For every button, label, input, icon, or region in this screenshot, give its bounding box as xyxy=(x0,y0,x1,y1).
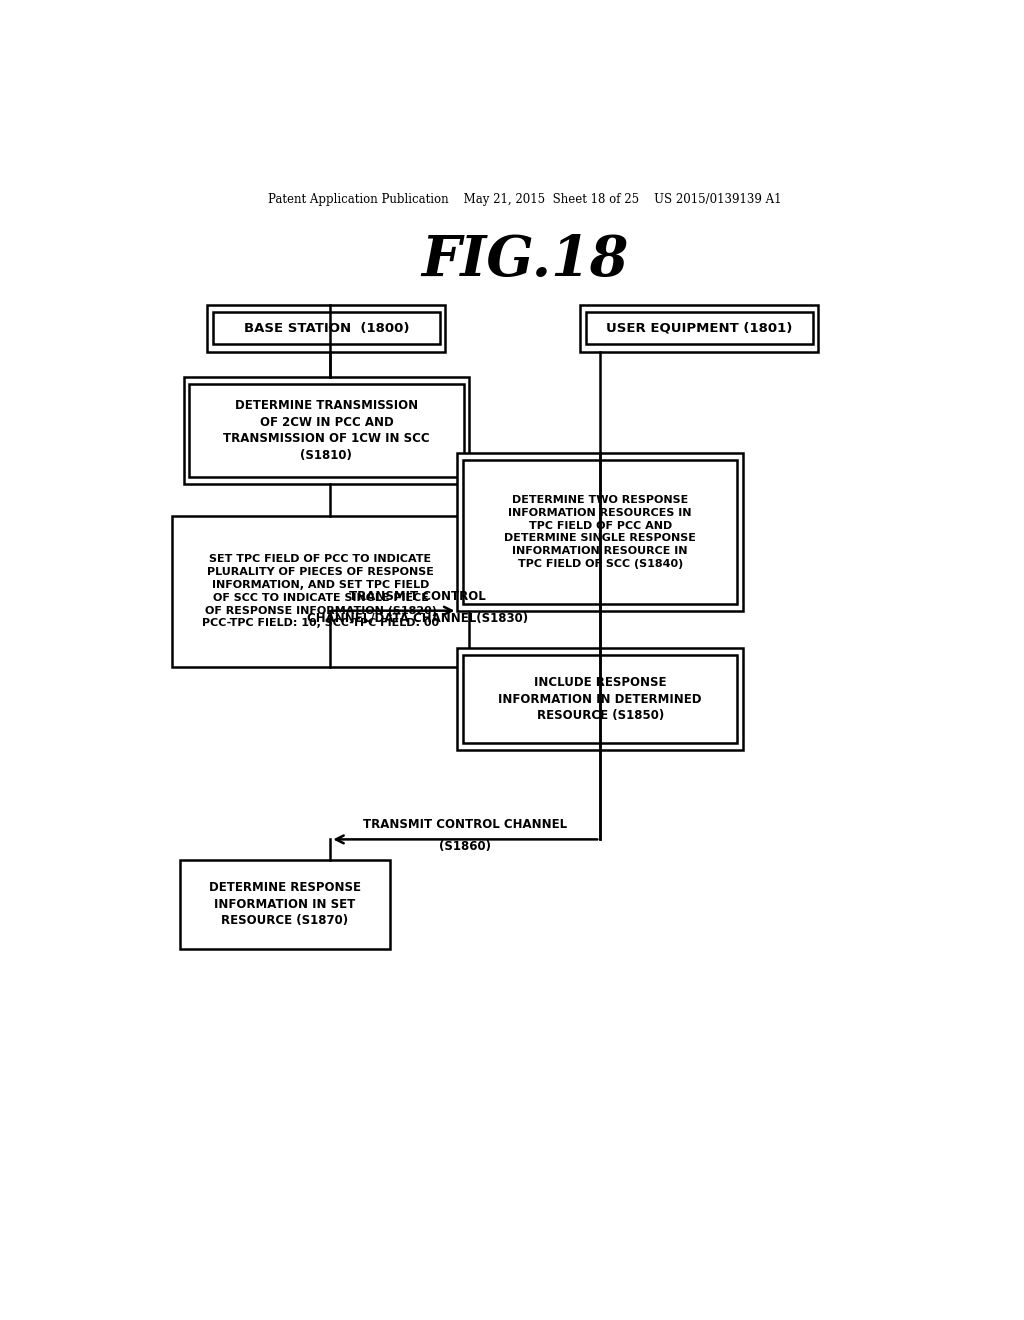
Text: INCLUDE RESPONSE
INFORMATION IN DETERMINED
RESOURCE (S1850): INCLUDE RESPONSE INFORMATION IN DETERMIN… xyxy=(499,676,701,722)
Bar xyxy=(213,312,440,345)
Bar xyxy=(189,384,464,477)
Bar xyxy=(463,656,737,743)
Bar xyxy=(179,859,390,949)
Bar xyxy=(172,516,469,667)
Bar xyxy=(581,305,818,351)
Text: Patent Application Publication    May 21, 2015  Sheet 18 of 25    US 2015/013913: Patent Application Publication May 21, 2… xyxy=(268,193,781,206)
Text: SET TPC FIELD OF PCC TO INDICATE
PLURALITY OF PIECES OF RESPONSE
INFORMATION, AN: SET TPC FIELD OF PCC TO INDICATE PLURALI… xyxy=(202,554,439,628)
Text: DETERMINE TRANSMISSION
OF 2CW IN PCC AND
TRANSMISSION OF 1CW IN SCC
(S1810): DETERMINE TRANSMISSION OF 2CW IN PCC AND… xyxy=(223,399,430,462)
Text: TRANSMIT CONTROL CHANNEL: TRANSMIT CONTROL CHANNEL xyxy=(364,818,567,832)
Text: FIG.18: FIG.18 xyxy=(421,232,629,288)
Text: DETERMINE RESPONSE
INFORMATION IN SET
RESOURCE (S1870): DETERMINE RESPONSE INFORMATION IN SET RE… xyxy=(209,882,360,928)
Bar xyxy=(586,312,813,345)
Text: DETERMINE TWO RESPONSE
INFORMATION RESOURCES IN
TPC FIELD OF PCC AND
DETERMINE S: DETERMINE TWO RESPONSE INFORMATION RESOU… xyxy=(504,495,696,569)
Bar xyxy=(458,453,743,611)
Bar xyxy=(463,461,737,603)
Text: CHANNEL/DATA CHANNEL(S1830): CHANNEL/DATA CHANNEL(S1830) xyxy=(307,611,528,624)
Text: TRANSMIT CONTROL: TRANSMIT CONTROL xyxy=(349,590,486,602)
Text: BASE STATION  (1800): BASE STATION (1800) xyxy=(244,322,410,335)
Bar xyxy=(207,305,445,351)
Text: (S1860): (S1860) xyxy=(439,841,492,854)
Bar xyxy=(458,648,743,750)
Bar xyxy=(183,378,469,483)
Text: USER EQUIPMENT (1801): USER EQUIPMENT (1801) xyxy=(606,322,793,335)
